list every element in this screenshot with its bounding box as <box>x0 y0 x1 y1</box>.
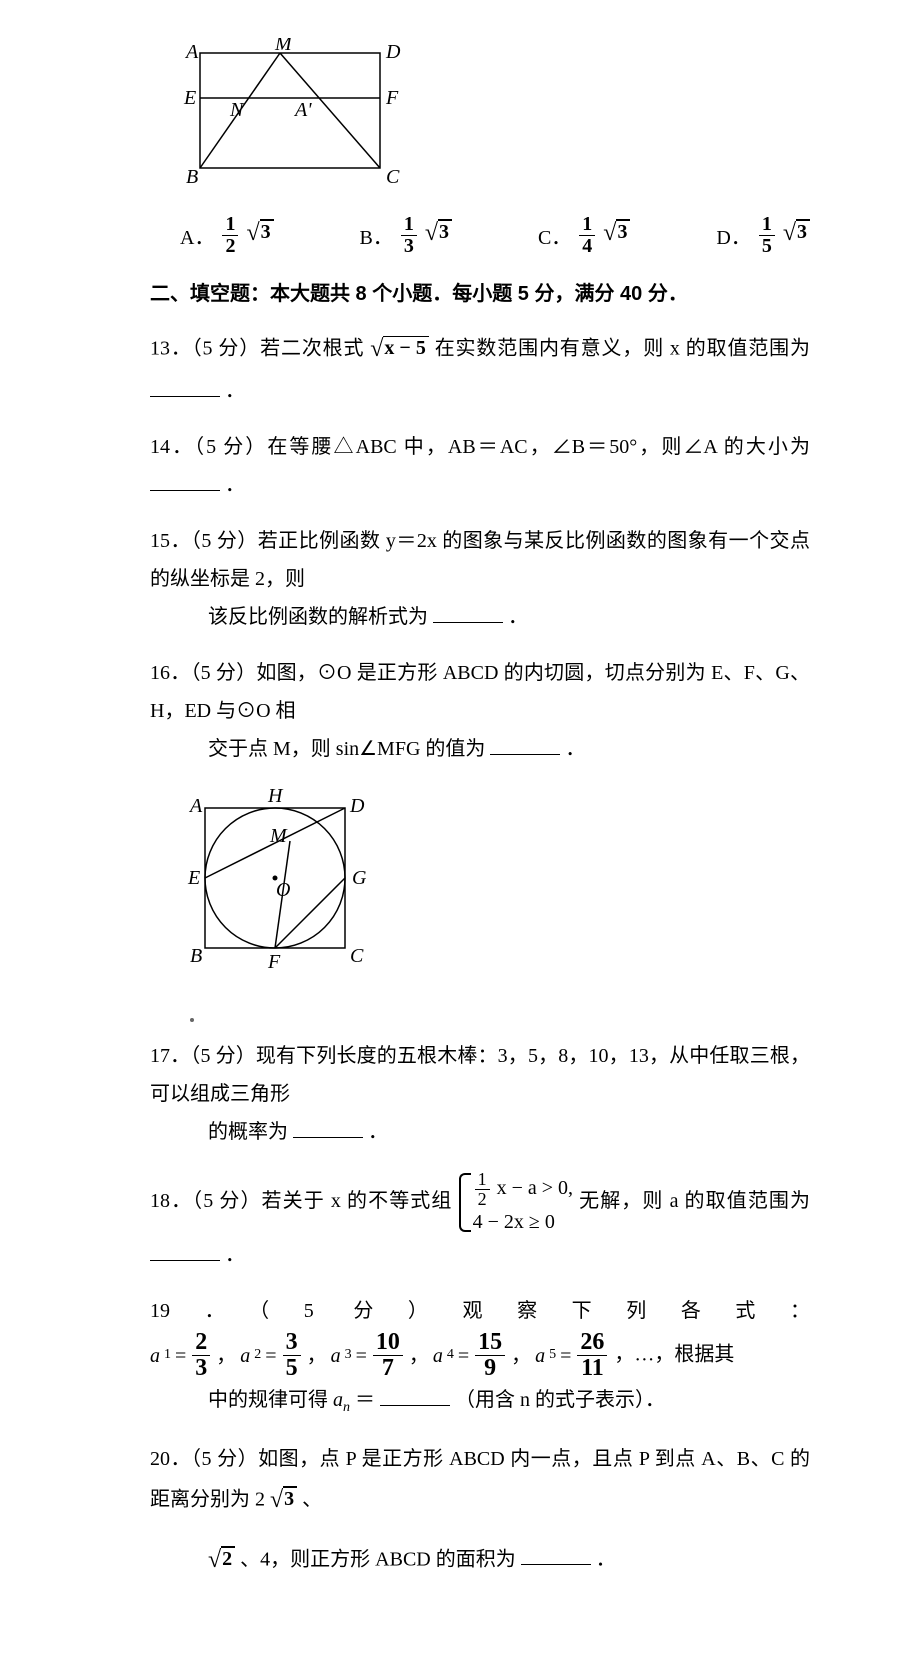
svg-text:D: D <box>349 795 365 817</box>
q17-blank <box>293 1117 363 1138</box>
q16-l2: 交于点 M，则 sin∠MFG 的值为 <box>208 738 485 760</box>
q18-pre: 18．（5 分）若关于 x 的不等式组 <box>150 1190 452 1212</box>
q19-seq: a1 = 23 ， a2 = 35 ， a3 = 107 ， a4 = 159 … <box>150 1330 609 1381</box>
q12-opt-D: D． 15 √3 <box>716 211 810 257</box>
page-dot <box>190 1018 194 1022</box>
q12-svg: A M D E N A' F B C <box>180 38 410 188</box>
section-2-title: 二、填空题：本大题共 8 个小题．每小题 5 分，满分 40 分． <box>150 275 810 313</box>
lbl-C: C <box>386 166 400 188</box>
opt-C-label: C． <box>538 219 571 257</box>
q15-l2: 该反比例函数的解析式为 <box>208 606 428 628</box>
svg-text:E: E <box>187 867 200 889</box>
q16-figure: A H D E O G B F C M <box>180 786 810 989</box>
q16: 16．（5 分）如图，⊙O 是正方形 ABCD 的内切圆，切点分别为 E、F、G… <box>150 654 810 768</box>
q12-opt-C: C． 14 √3 <box>538 211 631 257</box>
lbl-A: A <box>184 41 199 63</box>
q15-blank <box>433 602 503 623</box>
q14-blank <box>150 470 220 491</box>
lbl-D: D <box>385 41 401 63</box>
lbl-N: N <box>229 99 245 121</box>
svg-text:H: H <box>267 786 284 807</box>
q19-pre: 19．（5 分）观察下列各式： <box>150 1300 810 1322</box>
svg-text:C: C <box>350 945 364 967</box>
q13: 13．（5 分）若二次根式 √x − 5 在实数范围内有意义，则 x 的取值范围… <box>150 327 810 411</box>
q13-post: 在实数范围内有意义，则 x 的取值范围为 <box>435 337 810 359</box>
svg-text:F: F <box>267 951 281 973</box>
lbl-F: F <box>385 87 399 109</box>
q16-svg: A H D E O G B F C M <box>180 786 375 976</box>
q12-options: A． 12 √3 B． 13 √3 C． 14 √3 D． 15 √3 <box>180 211 810 257</box>
svg-text:O: O <box>276 879 290 901</box>
q20: 20．（5 分）如图，点 P 是正方形 ABCD 内一点，且点 P 到点 A、B… <box>150 1440 810 1583</box>
q17-l1: 17．（5 分）现有下列长度的五根木棒：3，5，8，10，13，从中任取三根，可… <box>150 1045 810 1105</box>
q18: 18．（5 分）若关于 x 的不等式组 12 x − a > 0, 4 − 2x… <box>150 1169 810 1274</box>
q14: 14．（5 分）在等腰△ABC 中，AB＝AC，∠B＝50°，则∠A 的大小为 … <box>150 428 810 504</box>
q14-text: 14．（5 分）在等腰△ABC 中，AB＝AC，∠B＝50°，则∠A 的大小为 <box>150 436 810 458</box>
q20-l1a: 20．（5 分）如图，点 P 是正方形 ABCD 内一点，且点 P 到点 A、B… <box>150 1448 810 1510</box>
q19: 19．（5 分）观察下列各式： a1 = 23 ， a2 = 35 ， a3 =… <box>150 1292 810 1422</box>
opt-B-label: B． <box>360 219 393 257</box>
q15: 15．（5 分）若正比例函数 y＝2x 的图象与某反比例函数的图象有一个交点的纵… <box>150 522 810 636</box>
q16-blank <box>490 734 560 755</box>
q17: 17．（5 分）现有下列长度的五根木棒：3，5，8，10，13，从中任取三根，可… <box>150 1037 810 1151</box>
lbl-B: B <box>186 166 198 188</box>
q16-l1: 16．（5 分）如图，⊙O 是正方形 ABCD 的内切圆，切点分别为 E、F、G… <box>150 662 810 722</box>
svg-text:B: B <box>190 945 202 967</box>
q12-opt-A: A． 12 √3 <box>180 211 274 257</box>
opt-D-label: D． <box>716 219 750 257</box>
q18-blank <box>150 1240 220 1261</box>
q13-pre: 13．（5 分）若二次根式 <box>150 337 364 359</box>
lbl-Ap: A' <box>293 99 312 121</box>
q18-system: 12 x − a > 0, 4 − 2x ≥ 0 <box>459 1169 573 1236</box>
svg-text:G: G <box>352 867 367 889</box>
q13-blank <box>150 376 220 397</box>
q15-l1: 15．（5 分）若正比例函数 y＝2x 的图象与某反比例函数的图象有一个交点的纵… <box>150 530 810 590</box>
q20-blank <box>521 1544 591 1565</box>
q18-post: 无解，则 a 的取值范围为 <box>579 1190 810 1212</box>
lbl-E: E <box>183 87 196 109</box>
q19-ell: ，…，根据其 <box>614 1343 734 1365</box>
opt-A-label: A． <box>180 219 214 257</box>
q17-l2: 的概率为 <box>208 1121 288 1143</box>
svg-text:A: A <box>188 795 203 817</box>
lbl-M: M <box>274 38 293 55</box>
svg-text:M: M <box>269 825 288 847</box>
q12-figure: A M D E N A' F B C <box>180 38 810 201</box>
q19-blank <box>380 1385 450 1406</box>
q12-opt-B: B． 13 √3 <box>360 211 453 257</box>
